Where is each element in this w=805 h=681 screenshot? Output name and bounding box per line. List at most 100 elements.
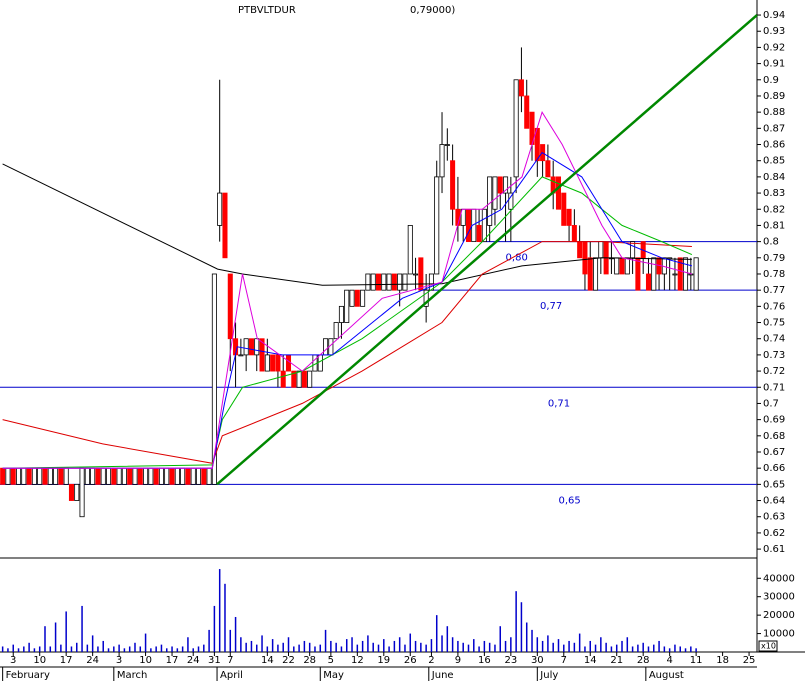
volume-bar <box>7 648 9 652</box>
y-tick-label: 0.7 <box>763 398 779 409</box>
volume-bar <box>674 644 676 652</box>
x-tick-label: 31 <box>208 655 221 666</box>
x-tick-label: 3 <box>116 655 122 666</box>
candle-body <box>137 467 143 485</box>
volume-bar <box>615 644 618 652</box>
candle-body <box>397 273 403 291</box>
volume-bar <box>70 646 73 652</box>
volume-bar <box>86 644 89 652</box>
candle-body <box>582 241 588 275</box>
candle-body <box>227 273 233 340</box>
candle-body <box>201 467 207 485</box>
volume-bar <box>12 644 14 652</box>
volume-bar <box>266 646 269 652</box>
volume-bar <box>319 644 322 652</box>
volume-bar <box>166 648 168 652</box>
candle-body <box>31 467 37 485</box>
candle-body <box>323 338 329 356</box>
candle-body <box>693 257 699 291</box>
candle-body <box>10 467 16 485</box>
x-tick-label: 14 <box>261 655 274 666</box>
candle-body <box>566 208 572 226</box>
candle-body <box>132 467 138 485</box>
volume-bar <box>60 644 62 652</box>
chart-title: PTBVLTDUR <box>238 5 296 16</box>
volume-bar <box>605 642 607 652</box>
y-tick-label: 0.92 <box>763 42 785 53</box>
volume-bar <box>531 629 533 652</box>
volume-bar <box>340 646 343 652</box>
volume-bar <box>425 644 427 652</box>
volume-bar <box>261 635 263 652</box>
candle-body <box>164 467 170 485</box>
volume-bar <box>420 642 422 652</box>
candle-body <box>354 289 360 307</box>
volume-bar <box>44 626 46 652</box>
volume-bar <box>568 640 570 652</box>
candle-body <box>42 467 48 485</box>
y-tick-label: 0.72 <box>763 366 785 377</box>
volume-bar <box>282 642 284 652</box>
volume-bar <box>330 640 332 652</box>
y-tick-label: 0.85 <box>763 156 785 167</box>
volume-bar <box>658 640 660 652</box>
volume-bar <box>504 640 507 652</box>
volume-bar <box>123 648 126 652</box>
volume-bar <box>250 640 253 652</box>
candle-body <box>561 192 567 226</box>
volume-tick-label: 20000 <box>763 610 795 621</box>
candle-body <box>270 354 276 372</box>
candle-body <box>375 273 382 291</box>
candle-body <box>428 273 434 291</box>
volume-bar <box>393 640 396 652</box>
candle-body <box>614 257 620 275</box>
level-label: 0,77 <box>540 301 562 312</box>
moving-average <box>2 241 692 464</box>
candle-body <box>100 467 106 485</box>
volume-bar <box>515 591 517 652</box>
volume-bar <box>631 646 634 652</box>
y-tick-label: 0.73 <box>763 350 785 361</box>
y-tick-label: 0.76 <box>763 301 785 312</box>
x-tick-label: 10 <box>139 655 152 666</box>
x-tick-label: 2 <box>428 655 434 666</box>
volume-bar <box>91 635 94 652</box>
x-tick-label: 10 <box>33 655 46 666</box>
volume-bar <box>308 642 311 652</box>
x-tick-label: 28 <box>637 655 650 666</box>
volume-bar <box>679 646 681 652</box>
volume-bar <box>150 648 152 652</box>
volume-bar <box>65 611 67 652</box>
candle-body <box>513 79 519 178</box>
volume-bar <box>467 644 470 652</box>
y-tick-label: 0.66 <box>763 463 785 474</box>
x-tick-label: 26 <box>404 655 417 666</box>
unit-box <box>758 640 778 652</box>
candle-body <box>280 370 286 388</box>
volume-bar <box>144 633 147 652</box>
x-tick-label: 11 <box>690 655 703 666</box>
x-tick-label: 25 <box>743 655 756 666</box>
x-tick-label: 9 <box>455 655 461 666</box>
volume-bar <box>525 622 528 652</box>
volume-unit: x10 <box>761 642 776 651</box>
volume-bar <box>187 637 189 652</box>
volume-bar <box>414 640 417 652</box>
candle-body <box>444 144 450 146</box>
y-tick-label: 0.74 <box>763 334 785 345</box>
x-tick-label: 7 <box>561 655 567 666</box>
candle-body <box>317 354 323 372</box>
volume-bar <box>642 642 644 652</box>
month-label: July <box>539 670 558 681</box>
candle-body <box>174 467 180 485</box>
volume-bar <box>663 646 666 652</box>
candle-body <box>619 257 625 275</box>
x-tick-label: 30 <box>531 655 544 666</box>
volume-bar <box>478 646 480 652</box>
candle-body <box>217 192 223 226</box>
volume-bar <box>218 569 221 652</box>
candle-body <box>587 257 593 291</box>
candle-body <box>545 160 551 178</box>
candle-body <box>450 160 456 210</box>
